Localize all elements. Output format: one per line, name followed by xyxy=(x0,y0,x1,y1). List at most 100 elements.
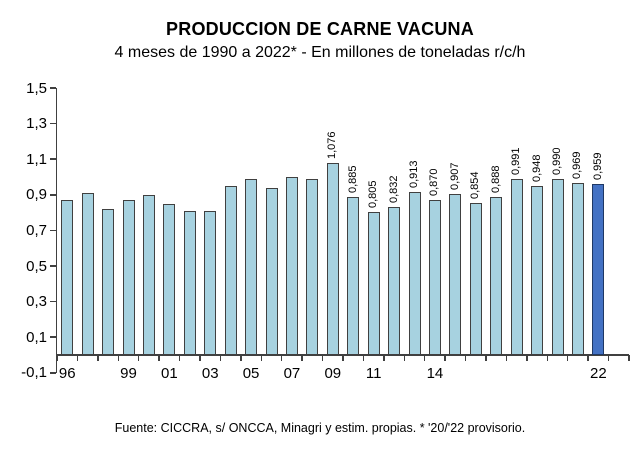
x-tick xyxy=(117,355,120,361)
y-tick xyxy=(50,87,56,89)
x-tick xyxy=(362,355,365,361)
bar-2017 xyxy=(490,196,503,355)
x-tick xyxy=(607,355,610,361)
x-tick xyxy=(158,355,160,361)
y-axis-label: 0,1 xyxy=(26,328,47,346)
x-tick xyxy=(566,355,569,361)
bar-1997 xyxy=(81,193,94,355)
bar-2007 xyxy=(285,177,298,355)
bar-value-2017: 0,888 xyxy=(489,165,502,193)
y-tick xyxy=(50,158,56,160)
x-tick xyxy=(526,355,528,361)
x-axis-label-05: 05 xyxy=(242,365,260,382)
bar-2014 xyxy=(428,200,441,355)
y-axis-label: 1,5 xyxy=(26,79,47,97)
bar-value-2019: 0,948 xyxy=(530,154,543,183)
y-axis-label: -0,1 xyxy=(21,364,47,382)
bar-2022 xyxy=(592,184,605,355)
bar-1999 xyxy=(122,200,135,355)
bar-value-2018: 0,991 xyxy=(510,147,523,175)
bar-1996 xyxy=(61,200,74,355)
x-axis-label-01: 01 xyxy=(161,365,178,382)
bar-2005 xyxy=(245,178,258,355)
y-tick xyxy=(50,229,56,232)
bar-2001 xyxy=(163,203,176,355)
y-axis-label: 1,1 xyxy=(26,150,47,168)
y-axis-label: 0,5 xyxy=(26,257,47,275)
bar-2002 xyxy=(183,210,196,355)
x-tick xyxy=(301,355,303,361)
x-tick xyxy=(505,355,508,361)
x-tick xyxy=(628,355,630,361)
bar-value-2020: 0,990 xyxy=(551,147,563,175)
bar-2020 xyxy=(551,178,564,355)
x-axis-line xyxy=(55,354,629,356)
bar-1998 xyxy=(102,209,115,355)
bar-value-2013: 0,913 xyxy=(408,160,420,189)
x-tick xyxy=(178,355,181,361)
y-tick xyxy=(50,372,56,374)
bar-2004 xyxy=(224,185,237,355)
bar-2019 xyxy=(531,186,544,355)
x-axis-label-96: 96 xyxy=(58,365,76,382)
x-tick xyxy=(546,355,549,361)
bar-2012 xyxy=(388,206,401,355)
x-tick xyxy=(97,355,99,361)
x-tick xyxy=(260,355,263,361)
chart-subtitle: 4 meses de 1990 a 2022* - En millones de… xyxy=(114,44,526,61)
bar-2010 xyxy=(347,197,360,355)
bar-2015 xyxy=(449,193,462,355)
bar-2018 xyxy=(510,178,523,355)
bar-value-2021: 0,969 xyxy=(571,150,584,179)
bar-value-2022: 0,959 xyxy=(591,152,604,181)
y-axis-label: 0,9 xyxy=(26,186,47,204)
y-tick xyxy=(50,122,56,125)
chart-title: PRODUCCION DE CARNE VACUNA xyxy=(166,19,474,39)
x-tick xyxy=(444,355,446,361)
bar-value-2010: 0,885 xyxy=(346,165,359,194)
x-axis-label-03: 03 xyxy=(201,365,219,382)
y-axis-line xyxy=(55,88,57,373)
bar-value-2016: 0,854 xyxy=(469,171,482,199)
x-tick xyxy=(240,355,242,361)
bar-2021 xyxy=(571,182,584,355)
x-axis-label-22: 22 xyxy=(590,365,607,382)
x-tick xyxy=(342,355,344,361)
bar-2011 xyxy=(367,211,380,355)
x-tick xyxy=(587,355,589,361)
y-axis-label: 0,3 xyxy=(26,293,47,311)
x-tick xyxy=(485,355,487,361)
bar-value-2012: 0,832 xyxy=(387,175,400,203)
x-tick xyxy=(280,355,283,361)
bar-2003 xyxy=(204,210,217,355)
bar-value-2009: 1,076 xyxy=(326,131,339,160)
bar-value-2014: 0,870 xyxy=(428,168,441,197)
x-axis-label-09: 09 xyxy=(324,365,342,382)
y-axis-label: 0,7 xyxy=(26,221,47,239)
bar-2013 xyxy=(408,192,421,355)
x-axis-label-14: 14 xyxy=(426,365,444,382)
x-tick xyxy=(137,355,140,361)
bar-value-2015: 0,907 xyxy=(448,162,461,190)
x-tick xyxy=(199,355,201,361)
y-tick xyxy=(50,300,56,303)
x-tick xyxy=(464,355,467,361)
x-tick xyxy=(76,355,79,361)
y-axis-label: 1,3 xyxy=(26,115,47,133)
x-tick xyxy=(383,355,385,361)
y-tick xyxy=(50,265,56,267)
x-axis-label-11: 11 xyxy=(365,365,382,382)
x-tick xyxy=(403,355,406,361)
y-tick xyxy=(50,194,56,196)
x-tick xyxy=(219,355,222,361)
x-tick xyxy=(423,355,426,361)
source-note: Fuente: CICCRA, s/ ONCCA, Minagri y esti… xyxy=(114,421,526,435)
bar-2009 xyxy=(326,163,339,355)
bar-2008 xyxy=(306,178,319,355)
y-tick xyxy=(50,336,56,338)
bar-2000 xyxy=(142,194,155,355)
x-tick xyxy=(321,355,324,361)
bar-2006 xyxy=(265,187,278,355)
x-tick xyxy=(56,355,58,361)
